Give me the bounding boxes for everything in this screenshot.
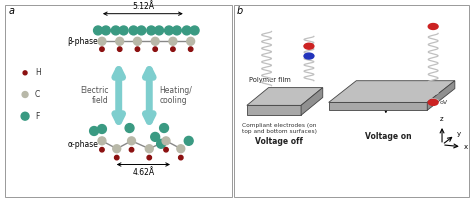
Ellipse shape [129,26,138,35]
Text: H: H [35,68,41,77]
Ellipse shape [428,100,438,105]
Ellipse shape [119,26,128,35]
Text: 5.12Å: 5.12Å [132,2,154,11]
Ellipse shape [151,133,160,141]
Text: y: y [457,131,461,137]
Ellipse shape [157,139,165,148]
Ellipse shape [111,26,120,35]
Ellipse shape [23,71,27,75]
Ellipse shape [162,137,170,145]
Ellipse shape [134,37,141,45]
Ellipse shape [304,43,314,49]
Text: Voltage on: Voltage on [365,132,411,141]
Ellipse shape [116,37,124,45]
Polygon shape [328,102,427,110]
Text: a: a [9,6,14,16]
Text: oV: oV [440,100,448,105]
Text: z: z [440,116,444,122]
Text: Compliant electrodes (on
top and bottom surfaces): Compliant electrodes (on top and bottom … [242,123,317,134]
Ellipse shape [113,145,121,153]
Ellipse shape [428,23,438,29]
Ellipse shape [184,136,193,145]
Ellipse shape [173,26,182,35]
Polygon shape [247,88,323,105]
Ellipse shape [177,145,185,153]
Ellipse shape [147,26,155,35]
Ellipse shape [190,26,199,35]
Ellipse shape [125,124,134,133]
Ellipse shape [90,127,99,136]
Ellipse shape [135,47,140,51]
Ellipse shape [147,155,152,160]
Ellipse shape [160,124,168,133]
Text: β-phase: β-phase [67,37,98,46]
Ellipse shape [304,53,314,59]
Ellipse shape [171,47,175,51]
Ellipse shape [115,155,119,160]
Ellipse shape [164,147,168,152]
Ellipse shape [137,26,146,35]
Ellipse shape [182,26,191,35]
Ellipse shape [151,37,159,45]
Ellipse shape [164,26,173,35]
Text: 4.62Å: 4.62Å [132,168,155,178]
Ellipse shape [101,26,110,35]
Text: x: x [464,144,468,150]
Ellipse shape [128,137,136,145]
Ellipse shape [169,37,177,45]
Ellipse shape [98,137,106,145]
Ellipse shape [100,47,104,51]
Text: b: b [237,6,243,16]
Text: F: F [35,112,39,121]
Text: C: C [35,90,40,99]
Ellipse shape [22,92,28,98]
Ellipse shape [179,155,183,160]
Ellipse shape [98,37,106,45]
Ellipse shape [100,147,104,152]
Ellipse shape [118,47,122,51]
Ellipse shape [21,112,29,120]
Ellipse shape [189,47,193,51]
Ellipse shape [98,125,106,134]
Ellipse shape [153,47,157,51]
Text: α-phase: α-phase [67,140,98,149]
Ellipse shape [129,147,134,152]
Polygon shape [427,81,455,110]
Polygon shape [301,88,323,115]
Ellipse shape [146,145,153,153]
Polygon shape [247,105,301,115]
Ellipse shape [155,26,164,35]
Ellipse shape [93,26,102,35]
Text: Voltage off: Voltage off [255,137,303,146]
Text: Polymer film: Polymer film [249,77,291,83]
Text: Electric
field: Electric field [81,86,109,105]
Ellipse shape [187,37,195,45]
Text: Heating/
cooling: Heating/ cooling [159,86,192,105]
Polygon shape [328,81,455,102]
